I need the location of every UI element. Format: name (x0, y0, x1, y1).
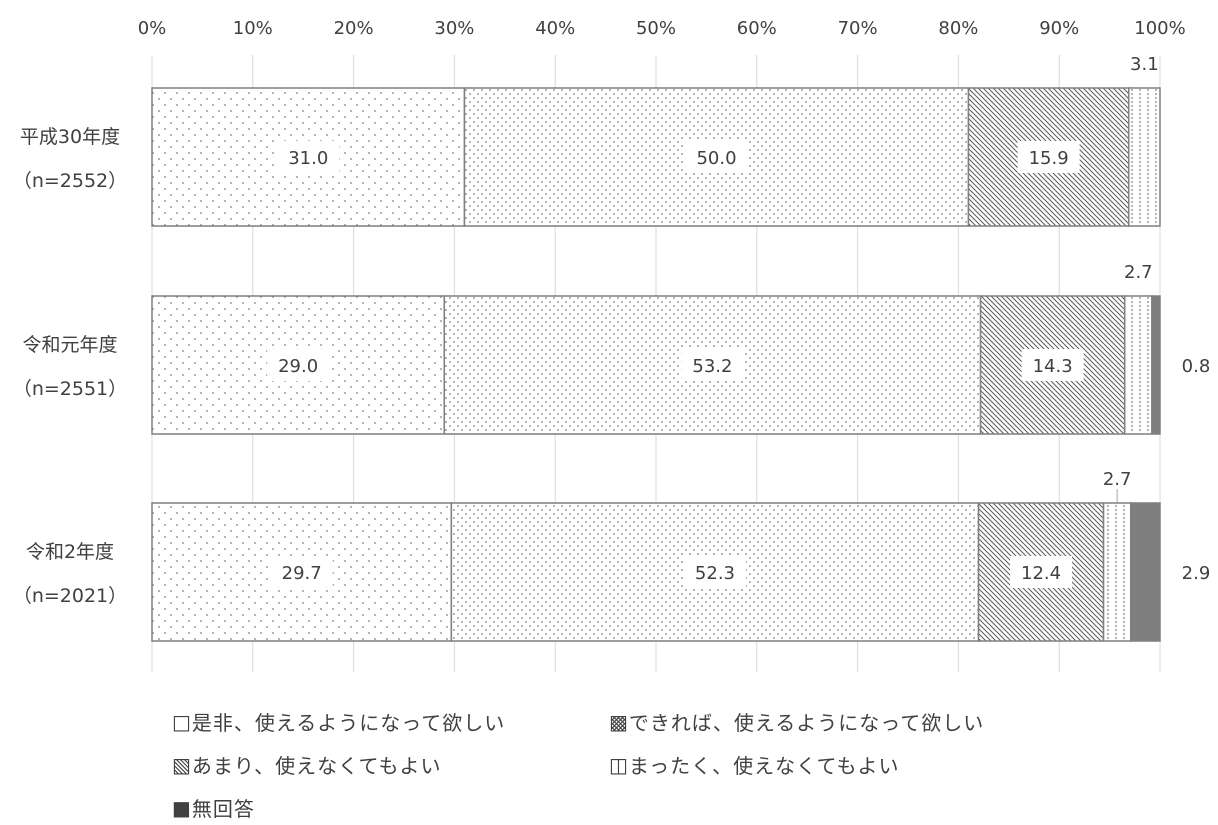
data-label-bg (277, 141, 340, 173)
legend-item-3: ▧ あまり、使えなくてもよい (172, 750, 442, 779)
x-tick-label: 60% (737, 18, 777, 39)
data-label-bg (683, 556, 746, 588)
category-label: 令和元年度 (22, 334, 117, 356)
legend-label-2: できれば、使えるようになって欲しい (628, 711, 985, 735)
data-label-bg (1017, 141, 1080, 173)
x-axis-ticks: 0% 10% 20% 30% 40% 50% 60% 70% 80% 90% 100% (138, 18, 1186, 39)
data-label-bg (267, 349, 330, 381)
data-label: 2.7 (1124, 262, 1153, 283)
x-tick-label: 40% (535, 18, 575, 39)
legend-item-4: ◫ まったく、使えなくてもよい (609, 750, 900, 779)
legend-label-3: あまり、使えなくてもよい (191, 754, 442, 778)
data-label: 0.8 (1182, 356, 1211, 377)
legend-item-1: □ 是非、使えるようになって欲しい (172, 707, 505, 736)
legend-marker-3: ▧ (172, 752, 192, 777)
legend-label-1: 是非、使えるようになって欲しい (191, 711, 506, 735)
bar-segment (1130, 502, 1161, 642)
bar-segment (1151, 295, 1161, 435)
x-tick-label: 50% (636, 18, 676, 39)
x-tick-label: 0% (138, 18, 167, 39)
x-tick-label: 20% (334, 18, 374, 39)
data-label-bg (1010, 556, 1073, 588)
data-label: 12.4 (1021, 563, 1061, 584)
legend-item-2: ▩ できれば、使えるようになって欲しい (609, 707, 984, 736)
data-label: 50.0 (696, 148, 736, 169)
x-tick-label: 10% (233, 18, 273, 39)
legend-marker-4: ◫ (609, 752, 629, 777)
x-tick-label: 30% (434, 18, 474, 39)
data-label: 14.3 (1033, 356, 1073, 377)
x-tick-label: 80% (938, 18, 978, 39)
legend-marker-1: □ (172, 709, 192, 734)
category-label: 平成30年度 (20, 126, 120, 148)
category-sample-size: （n=2021） (13, 585, 127, 607)
bar-segment (1128, 87, 1161, 227)
bar-segment (1123, 295, 1153, 435)
category-label: 令和2年度 (26, 541, 114, 563)
bar-segment (1102, 502, 1132, 642)
legend-marker-2: ▩ (609, 709, 629, 734)
legend-marker-5: ■ (172, 795, 192, 820)
category-labels: 平成30年度 （n=2552） 令和元年度 （n=2551） 令和2年度 （n=2021） (13, 126, 127, 607)
category-sample-size: （n=2552） (13, 170, 127, 192)
data-label: 2.9 (1182, 563, 1211, 584)
data-label: 2.7 (1103, 469, 1132, 490)
x-tick-label: 90% (1039, 18, 1079, 39)
category-sample-size: （n=2551） (13, 378, 127, 400)
data-label: 53.2 (692, 356, 732, 377)
data-label: 3.1 (1130, 54, 1159, 75)
bar-segment (151, 502, 453, 642)
data-label-bg (685, 141, 748, 173)
data-label: 52.3 (695, 563, 735, 584)
legend-label-4: まったく、使えなくてもよい (628, 754, 900, 778)
x-tick-label: 70% (838, 18, 878, 39)
data-labels: 31.0 50.0 15.9 3.1 29.0 53.2 14.3 2.7 0.8 29.7 52.… (267, 54, 1210, 588)
data-label-bg (270, 556, 333, 588)
data-label: 31.0 (288, 148, 328, 169)
data-label: 29.7 (282, 563, 322, 584)
x-tick-label: 100% (1134, 18, 1185, 39)
data-label: 15.9 (1029, 148, 1069, 169)
legend-label-5: 無回答 (191, 797, 255, 821)
data-label-bg (1021, 349, 1084, 381)
legend-item-5: ■ 無回答 (172, 793, 255, 822)
data-label-bg (681, 349, 744, 381)
data-label: 29.0 (278, 356, 318, 377)
stacked-bar-chart: 0% 10% 20% 30% 40% 50% 60% 70% 80% 90% 100% 平成30年度… (13, 18, 1210, 672)
